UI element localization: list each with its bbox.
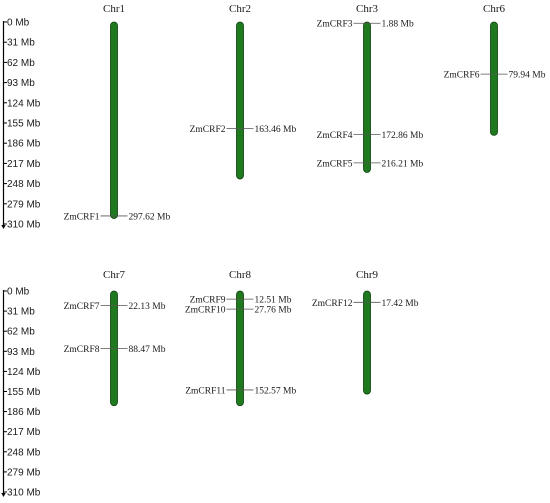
chromosome-bar [236, 21, 244, 180]
gene-position-label: 152.57 Mb [255, 386, 297, 396]
chromosome-title: Chr1 [103, 3, 125, 15]
scale-tick-label: 186 Mb [7, 407, 41, 418]
gene-position-label: 22.13 Mb [129, 302, 166, 312]
gene-marker-zmcrf3: ZmCRF3 1.88 Mb [317, 20, 414, 30]
chromosome-bar [490, 21, 498, 136]
gene-position-label: 172.86 Mb [382, 131, 424, 141]
chromosome-title: Chr2 [229, 3, 251, 15]
gene-marker-zmcrf5: ZmCRF5 216.21 Mb [317, 159, 424, 169]
gene-position-label: 163.46 Mb [255, 125, 297, 135]
scale-tick-label: 155 Mb [7, 119, 41, 130]
gene-marker-zmcrf11: ZmCRF11 152.57 Mb [185, 386, 296, 396]
scale-tick-label: 217 Mb [7, 427, 41, 438]
scale-tick-label: 279 Mb [7, 199, 41, 210]
scale-tick-label: 248 Mb [7, 447, 41, 458]
scale-tick-label: 186 Mb [7, 139, 41, 150]
chromosome-title: Chr9 [356, 269, 379, 281]
gene-label: ZmCRF1 [64, 212, 100, 222]
gene-marker-zmcrf1: ZmCRF1 297.62 Mb [64, 212, 171, 222]
gene-position-label: 27.76 Mb [255, 306, 292, 316]
scale-tick-label: 310 Mb [7, 488, 41, 499]
chromosome-chr9: Chr9 ZmCRF12 17.42 Mb [312, 269, 419, 395]
chromosome-title: Chr3 [356, 3, 379, 15]
scale-tick-label: 0 Mb [7, 18, 30, 29]
chromosome-chr7: Chr7 ZmCRF7 22.13 Mb ZmCRF8 88.47 Mb [64, 269, 166, 407]
gene-position-label: 1.88 Mb [382, 20, 414, 30]
gene-label: ZmCRF2 [190, 125, 226, 135]
gene-position-label: 88.47 Mb [129, 345, 166, 355]
scale-tick-label: 62 Mb [7, 327, 35, 338]
gene-position-label: 297.62 Mb [129, 212, 171, 222]
gene-label: ZmCRF10 [185, 306, 226, 316]
gene-marker-zmcrf9: ZmCRF9 12.51 Mb [190, 296, 292, 306]
gene-marker-zmcrf6: ZmCRF6 79.94 Mb [444, 71, 546, 81]
chromosome-chr2: Chr2 ZmCRF2 163.46 Mb [190, 3, 297, 180]
scale-arrow-icon [1, 225, 6, 229]
scale-tick-label: 62 Mb [7, 58, 35, 69]
chromosome-title: Chr6 [483, 3, 506, 15]
scale-tick-label: 0 Mb [7, 287, 30, 298]
gene-marker-zmcrf2: ZmCRF2 163.46 Mb [190, 125, 297, 135]
scale-tick-label: 248 Mb [7, 179, 41, 190]
chromosome-bar [363, 21, 371, 173]
chromosome-bar [363, 290, 371, 395]
scale-tick-label: 93 Mb [7, 347, 35, 358]
gene-marker-zmcrf10: ZmCRF10 27.76 Mb [185, 306, 292, 316]
gene-marker-zmcrf8: ZmCRF8 88.47 Mb [64, 345, 166, 355]
gene-label: ZmCRF4 [317, 131, 353, 141]
gene-position-label: 12.51 Mb [255, 296, 292, 306]
panel-1: 0 Mb 31 Mb 62 Mb 93 Mb 124 Mb 155 Mb 186 Mb 217… [1, 3, 546, 231]
scale-tick-label: 93 Mb [7, 78, 35, 89]
scale-tick-label: 124 Mb [7, 98, 41, 109]
chromosome-title: Chr7 [103, 269, 126, 281]
gene-label: ZmCRF7 [64, 302, 100, 312]
gene-label: ZmCRF3 [317, 20, 353, 30]
gene-position-label: 79.94 Mb [509, 71, 546, 81]
gene-label: ZmCRF11 [185, 386, 226, 396]
chromosome-chr8: Chr8 ZmCRF9 12.51 Mb ZmCRF10 27.76 Mb ZmCRF11… [185, 269, 296, 407]
scale-tick-label: 124 Mb [7, 367, 41, 378]
chromosome-chr6: Chr6 ZmCRF6 79.94 Mb [444, 3, 546, 136]
gene-marker-zmcrf7: ZmCRF7 22.13 Mb [64, 302, 166, 312]
scale-tick-label: 31 Mb [7, 38, 35, 49]
scale-arrow-icon [1, 493, 6, 497]
scale-tick-label: 155 Mb [7, 387, 41, 398]
gene-label: ZmCRF12 [312, 299, 353, 309]
scale-tick-label: 31 Mb [7, 307, 35, 318]
scale-bar: 0 Mb 31 Mb 62 Mb 93 Mb 124 Mb 155 Mb 186 Mb 217… [1, 18, 41, 231]
gene-label: ZmCRF8 [64, 345, 100, 355]
gene-marker-zmcrf4: ZmCRF4 172.86 Mb [317, 131, 424, 141]
scale-tick-label: 279 Mb [7, 467, 41, 478]
gene-label: ZmCRF5 [317, 159, 353, 169]
panel-2: 0 Mb 31 Mb 62 Mb 93 Mb 124 Mb 155 Mb 186 Mb 217… [1, 269, 419, 499]
chromosome-chr1: Chr1 ZmCRF1 297.62 Mb [64, 3, 171, 222]
gene-label: ZmCRF6 [444, 71, 480, 81]
scale-bar: 0 Mb 31 Mb 62 Mb 93 Mb 124 Mb 155 Mb 186 Mb 217… [1, 287, 41, 499]
chromosome-title: Chr8 [229, 269, 252, 281]
scale-tick-label: 310 Mb [7, 220, 41, 231]
gene-marker-zmcrf12: ZmCRF12 17.42 Mb [312, 299, 419, 309]
scale-tick-label: 217 Mb [7, 159, 41, 170]
chromosome-bar [236, 290, 244, 407]
chromosome-bar [110, 21, 118, 219]
gene-position-label: 17.42 Mb [382, 299, 419, 309]
gene-position-label: 216.21 Mb [382, 159, 424, 169]
gene-label: ZmCRF9 [190, 296, 226, 306]
